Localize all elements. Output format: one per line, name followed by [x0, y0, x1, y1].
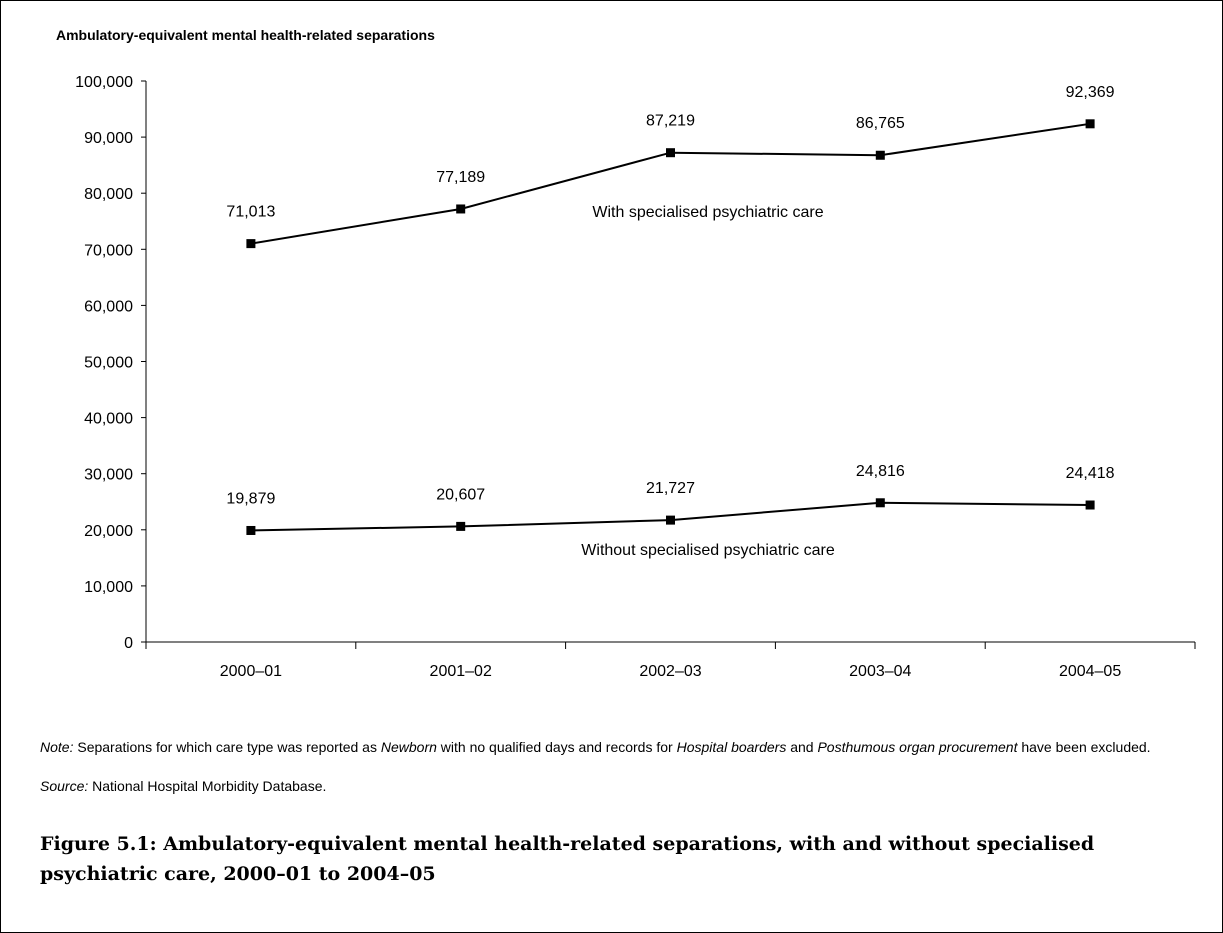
x-tick-label: 2002–03	[639, 663, 701, 680]
y-tick-label: 0	[124, 635, 133, 652]
data-point-marker	[456, 204, 466, 214]
y-tick-label: 90,000	[84, 130, 133, 147]
note-text-4: have been excluded.	[1017, 739, 1151, 755]
note-em-newborn: Newborn	[380, 739, 437, 755]
data-label: 92,369	[1066, 84, 1115, 101]
series-name-label: Without specialised psychiatric care	[581, 542, 835, 559]
y-tick-label: 50,000	[84, 355, 133, 372]
data-point-marker	[666, 515, 675, 525]
data-label: 20,607	[436, 486, 485, 503]
series-layer: 71,013 77,189 87,219 86,765 92,369 With speci…	[226, 84, 1114, 559]
data-label: 21,727	[646, 480, 695, 497]
data-point-marker	[1085, 119, 1095, 129]
series-name-label: With specialised psychiatric care	[592, 204, 823, 221]
note-em-posthumous: Posthumous organ procurement	[817, 739, 1018, 755]
x-tick-label: 2001–02	[430, 663, 492, 680]
note-text-1: Separations for which care type was repo…	[73, 739, 381, 755]
data-point-marker	[875, 150, 885, 160]
x-tick-label: 2000–01	[220, 663, 282, 680]
series-with-specialised-care: 71,013 77,189 87,219 86,765 92,369 With speci…	[226, 84, 1115, 249]
source-label: Source:	[40, 778, 89, 794]
note-em-hospital-boarders: Hospital boarders	[676, 739, 787, 755]
data-label: 19,879	[226, 490, 275, 507]
data-point-marker	[456, 521, 466, 531]
y-tick-label: 70,000	[84, 242, 133, 259]
figure-caption: Figure 5.1: Ambulatory-equivalent mental…	[40, 833, 1095, 885]
y-tick-label: 60,000	[84, 298, 133, 315]
data-label: 24,816	[856, 463, 905, 480]
y-tick-label: 40,000	[84, 411, 133, 428]
axes: 0 10,000 20,000 30,000 40,000 50,000 60,000 70,…	[75, 74, 1196, 680]
data-label: 24,418	[1066, 465, 1115, 482]
note-text-2: with no qualified days and records for	[436, 739, 677, 755]
y-tick-label: 100,000	[75, 74, 133, 91]
data-label: 86,765	[856, 115, 905, 132]
series-without-specialised-care: 19,879 20,607 21,727 24,816 24,418 Without sp…	[226, 463, 1114, 559]
y-tick-label: 20,000	[84, 523, 133, 540]
source-text: National Hospital Morbidity Database.	[88, 778, 327, 794]
x-tick-label: 2004–05	[1059, 663, 1121, 680]
line-chart: Ambulatory-equivalent mental health-rela…	[56, 27, 1196, 680]
y-tick-label: 30,000	[84, 467, 133, 484]
x-tick-label: 2003–04	[849, 663, 911, 680]
data-point-marker	[666, 148, 675, 158]
y-tick-label: 10,000	[84, 579, 133, 596]
data-point-marker	[246, 239, 256, 249]
data-point-marker	[875, 498, 885, 508]
data-label: 71,013	[226, 204, 275, 221]
y-tick-label: 80,000	[84, 186, 133, 203]
note-label: Note:	[40, 739, 74, 755]
data-point-marker	[1085, 500, 1095, 510]
data-label: 87,219	[646, 113, 695, 130]
chart-source: Source: National Hospital Morbidity Data…	[40, 776, 1190, 796]
chart-title: Ambulatory-equivalent mental health-rela…	[56, 27, 435, 43]
note-text-3: and	[786, 739, 818, 755]
chart-note: Note: Separations for which care type wa…	[40, 737, 1190, 758]
series-line	[250, 122, 1091, 245]
data-label: 77,189	[436, 169, 485, 186]
data-point-marker	[246, 525, 256, 535]
